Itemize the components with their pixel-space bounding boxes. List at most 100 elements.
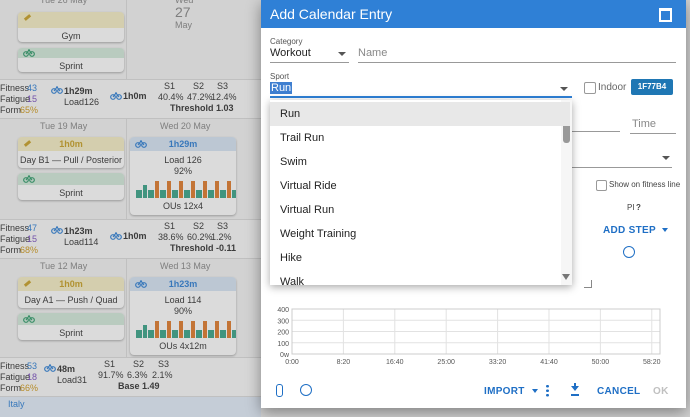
bike-icon (110, 92, 122, 100)
workout-card[interactable]: Sprint (18, 48, 124, 72)
day-label: Wed (175, 0, 194, 5)
workout-profile-bar (232, 329, 236, 338)
workout-profile-bar (143, 325, 147, 338)
help-icon[interactable] (623, 246, 635, 258)
underline (630, 133, 676, 134)
card-header (130, 277, 236, 291)
import-button[interactable]: IMPORT (484, 386, 538, 397)
sport-option[interactable]: Virtual Run (280, 204, 335, 216)
fitness-label: Form (0, 383, 21, 393)
bike-icon (51, 226, 63, 234)
more-button[interactable] (546, 384, 549, 397)
y-tick-label: 100 (277, 341, 289, 348)
dialog-title: Add Calendar Entry (270, 6, 393, 22)
category-select[interactable]: Workout (270, 47, 311, 59)
zone-value: 12.4% (211, 92, 237, 102)
workout-card[interactable]: Sprint (18, 313, 124, 340)
sport-option[interactable]: Swim (280, 156, 307, 168)
zone-value: 2.1% (152, 370, 173, 380)
x-tick-label: 50:00 (592, 359, 610, 366)
download-stem (574, 383, 576, 387)
summary-row (0, 219, 261, 259)
workout-profile-bar (179, 321, 183, 338)
workout-profile-bar (160, 189, 166, 198)
metric: Base 1.49 (118, 381, 160, 391)
y-tick-label: 300 (277, 318, 289, 325)
fitness-label: Fatigue (0, 234, 31, 244)
sport-option[interactable]: Walk (280, 276, 305, 285)
workout-profile-bar (167, 181, 171, 198)
zone-label: S1 (164, 221, 176, 231)
workout-card[interactable]: Gym (18, 12, 124, 42)
plot-border (291, 308, 661, 355)
metric: Threshold -0.11 (170, 243, 237, 253)
add-step-button[interactable]: ADD STEP (603, 225, 668, 236)
name-input[interactable]: Name (358, 47, 388, 59)
load-label: Load (57, 375, 78, 385)
sport-option[interactable]: Run (270, 102, 570, 126)
bike-icon (135, 280, 147, 288)
workout-profile-bar (148, 329, 154, 338)
card-title: Day A1 — Push / Quad (24, 295, 118, 305)
sport-option[interactable]: Weight Training (280, 228, 357, 240)
fitness-value: 47 (27, 223, 38, 233)
bike-icon (44, 364, 56, 372)
dialog-header (261, 0, 686, 28)
attach-icon[interactable] (276, 384, 283, 397)
cancel-button[interactable]: CANCEL (597, 386, 641, 397)
workout-profile-bar (215, 321, 219, 338)
load-label: Load (64, 237, 85, 247)
card-title: Sprint (59, 328, 83, 338)
zone-label: S3 (158, 359, 170, 369)
y-tick-label: 200 (277, 330, 289, 337)
scroll-down[interactable] (562, 274, 570, 280)
y-tick-label: 400 (277, 307, 289, 314)
scroll-thumb[interactable] (563, 123, 570, 143)
workout-profile-bar (208, 329, 214, 338)
sport-option[interactable]: Trail Run (280, 132, 325, 144)
indoor-checkbox[interactable] (584, 82, 596, 94)
x-tick-label: 0:00 (285, 359, 299, 366)
sport-label: Sport (270, 72, 290, 81)
workout-card[interactable]: 1h23m Load 114 90% OUs 4x12m (130, 277, 236, 355)
workout-profile-bar (191, 181, 195, 198)
resize-handle (584, 280, 592, 288)
indoor-label: Indoor (598, 82, 627, 93)
x-tick-label: 58:20 (643, 359, 661, 366)
card-title: Day B1 — Pull / Posterior (19, 155, 123, 165)
fitness-label: Fitness (0, 83, 30, 93)
category-label: Category (270, 37, 303, 46)
download-button[interactable] (571, 383, 579, 396)
workout-card[interactable]: 1h0m Day A1 — Push / Quad (18, 277, 124, 308)
summary-row (0, 79, 261, 119)
bike-icon (110, 232, 122, 240)
workout-profile-bar (155, 181, 159, 198)
fitness-checkbox[interactable] (596, 180, 607, 191)
sport-select[interactable]: Run (270, 82, 293, 94)
underline (270, 62, 349, 63)
workout-profile-bar (191, 321, 195, 338)
time-input[interactable]: Time (632, 118, 657, 130)
workout-profile-bar (203, 181, 207, 198)
workout-card[interactable]: Sprint (18, 173, 124, 200)
maximize-button[interactable] (659, 8, 672, 22)
color-button[interactable]: 1F77B4 (631, 79, 673, 95)
sport-dropdown: Run Trail Run Swim Virtual Ride Virtual Run W… (270, 100, 572, 285)
fitness-label: Fatigue (0, 372, 31, 382)
sport-option[interactable]: Hike (280, 252, 303, 264)
workout-card[interactable]: 1h0m Day B1 — Pull / Posterior (18, 137, 124, 168)
workout-profile-bar (155, 321, 159, 338)
card-header (18, 137, 124, 151)
dropdown-arrow (661, 228, 668, 233)
fitness-value: 66% (20, 383, 39, 393)
ok-button[interactable]: OK (653, 386, 669, 397)
day-label: Wed 20 May (160, 121, 211, 131)
card-header (130, 137, 236, 151)
help-icon[interactable] (300, 384, 312, 396)
workout-profile-bar (203, 321, 207, 338)
y-tick-label: 0w (280, 352, 290, 359)
workout-profile-bar (196, 189, 202, 198)
card-title: Gym (61, 31, 81, 41)
sport-option[interactable]: Virtual Ride (280, 180, 337, 192)
workout-card[interactable]: 1h29m Load 126 92% OUs 12x4 (130, 137, 236, 215)
